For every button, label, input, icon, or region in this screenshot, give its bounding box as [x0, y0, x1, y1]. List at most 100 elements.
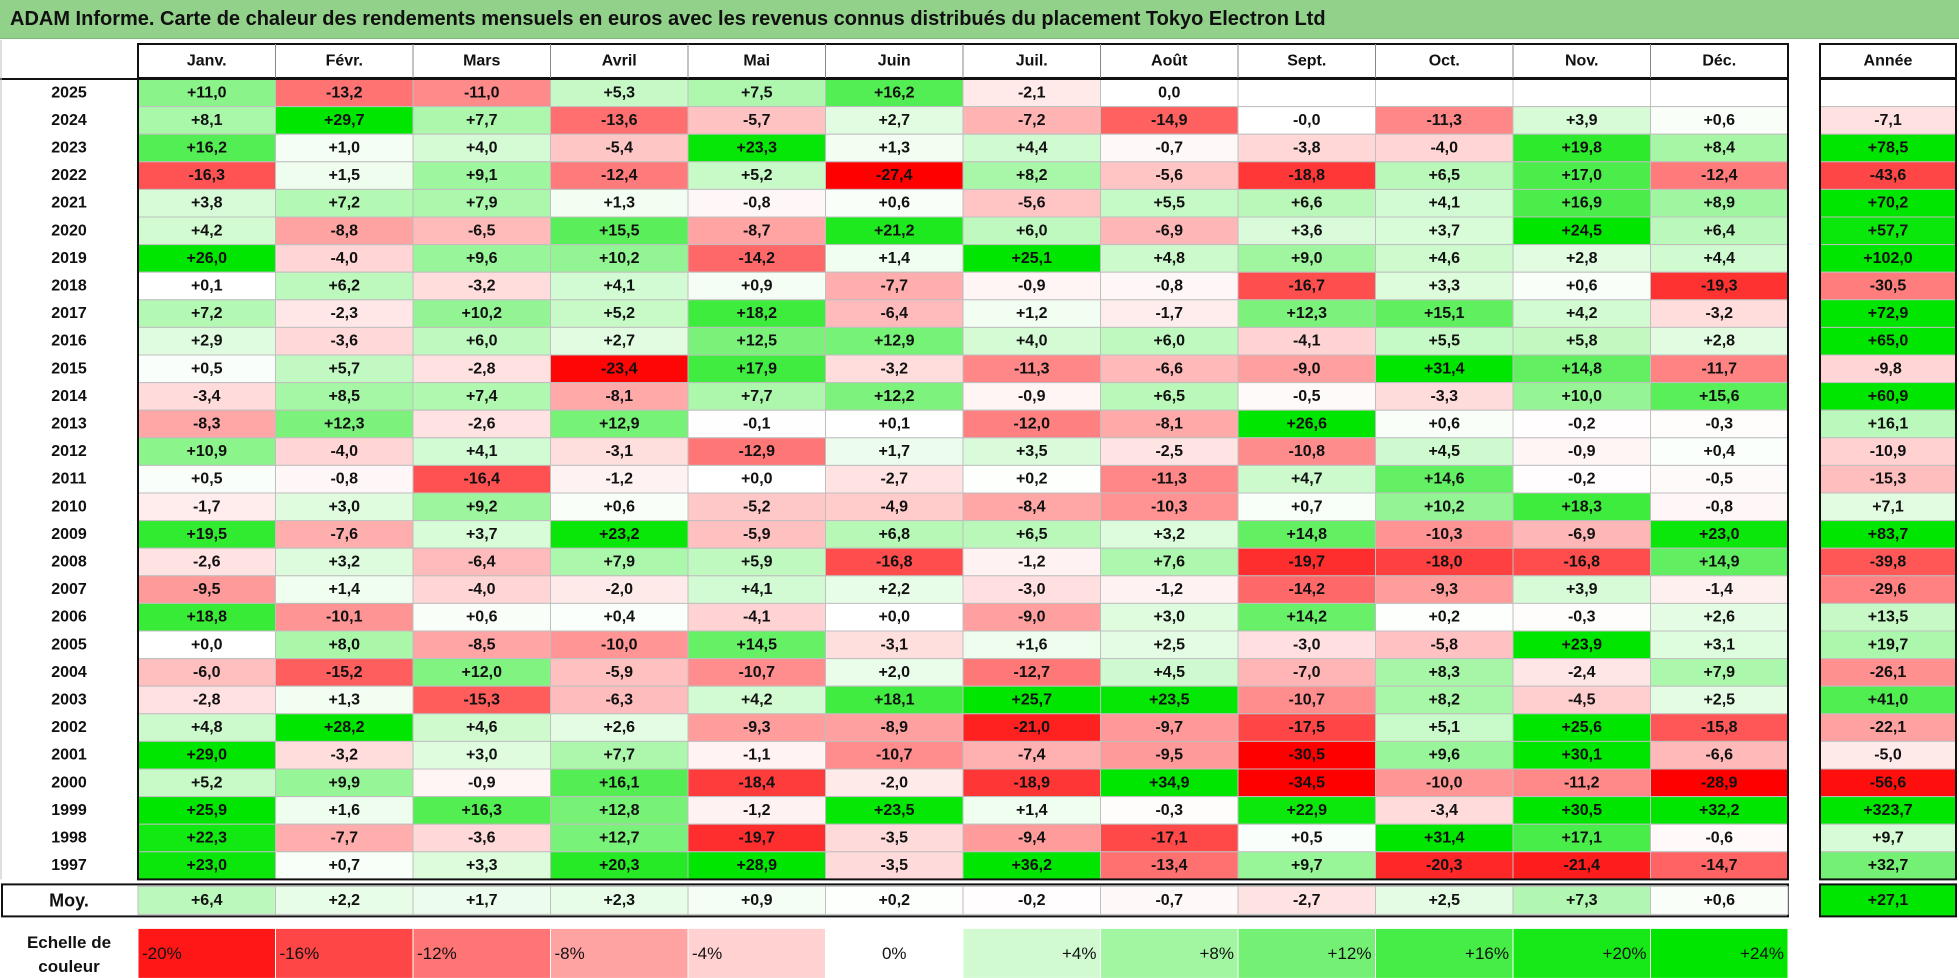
cell-value: +6,2	[328, 278, 360, 295]
cell-value: +1,4	[1016, 802, 1048, 819]
heatmap-cell	[1375, 740, 1514, 770]
heatmap-cell	[412, 133, 551, 163]
annual-value: -39,8	[1870, 554, 1907, 571]
annual-value: -7,1	[1874, 112, 1902, 129]
cell-value: +14,6	[1424, 471, 1465, 488]
heatmap-cell	[1512, 740, 1651, 770]
cell-value: -9,4	[1018, 830, 1046, 847]
cell-value: +6,0	[466, 333, 498, 350]
cell-value: -10,8	[1289, 443, 1326, 460]
year-label: 2004	[51, 664, 87, 681]
cell-value: -12,4	[601, 167, 638, 184]
heatmap-cell	[1237, 851, 1376, 880]
cell-value: +9,9	[328, 774, 360, 791]
cell-value: 0,0	[1158, 84, 1180, 101]
cell-value: +20,3	[599, 857, 640, 874]
cell-value: -4,0	[330, 443, 358, 460]
heatmap-cell	[137, 437, 276, 466]
cell-value: +3,0	[328, 498, 360, 515]
scale-swatch	[137, 927, 276, 978]
year-label: 2005	[51, 636, 87, 653]
grid-border	[137, 78, 1789, 881]
average-cell	[1650, 885, 1789, 915]
heatmap-cell	[275, 354, 414, 384]
average-value: +0,6	[1703, 892, 1735, 909]
heatmap-cell	[1512, 575, 1651, 604]
heatmap-cell	[1650, 685, 1789, 715]
cell-value: +16,3	[462, 802, 503, 819]
heatmap-cell	[137, 740, 276, 770]
annual-cell	[1819, 188, 1957, 218]
heatmap-cell	[1237, 602, 1376, 632]
cell-value: +10,2	[1424, 498, 1465, 515]
heatmap-cell	[550, 575, 689, 604]
heatmap-cell	[412, 271, 551, 301]
heatmap-cell	[550, 299, 689, 328]
heatmap-cell	[1375, 437, 1514, 466]
cell-value: +9,1	[466, 167, 498, 184]
heatmap-cell	[687, 713, 826, 742]
cell-value: +7,9	[1703, 664, 1735, 681]
heatmap-cell	[137, 796, 276, 825]
heatmap-cell	[825, 354, 964, 384]
heatmap-cell	[275, 244, 414, 273]
cell-value: -14,2	[1289, 581, 1326, 598]
month-header: Janv.	[187, 53, 227, 70]
cell-value: +28,2	[324, 719, 365, 736]
cell-value: -3,8	[1293, 140, 1321, 157]
cell-value: -6,4	[880, 305, 908, 322]
cell-value: +0,6	[466, 609, 498, 626]
cell-value: +12,5	[737, 333, 778, 350]
cell-value: +17,0	[1562, 167, 1603, 184]
heatmap-cell	[1650, 244, 1789, 273]
cell-value: +4,2	[741, 692, 773, 709]
heatmap-cell	[962, 492, 1101, 522]
heatmap-cell	[550, 630, 689, 660]
cell-value: -12,7	[1014, 664, 1051, 681]
year-label: 2025	[51, 84, 87, 101]
cell-value: -2,6	[193, 554, 221, 571]
cell-value: -3,6	[468, 830, 496, 847]
cell-value: -2,7	[880, 471, 908, 488]
cell-value: +12,8	[599, 802, 640, 819]
cell-value: -9,5	[193, 581, 221, 598]
average-value: -0,7	[1155, 892, 1183, 909]
annual-value: -30,5	[1870, 278, 1907, 295]
average-value: +2,5	[1428, 892, 1460, 909]
average-cell	[137, 885, 276, 915]
annual-value: +41,0	[1868, 692, 1909, 709]
cell-value: -3,4	[193, 388, 221, 405]
annual-value: +16,1	[1868, 416, 1909, 433]
heatmap-cell	[412, 409, 551, 439]
cell-value: +4,0	[1016, 333, 1048, 350]
cell-value: -19,3	[1701, 278, 1738, 295]
cell-value: +32,2	[1699, 802, 1740, 819]
heatmap-cell	[1512, 382, 1651, 411]
average-cell	[1512, 885, 1651, 915]
heatmap-cell	[550, 602, 689, 632]
heatmap-cell	[550, 823, 689, 853]
cell-value: -0,9	[468, 774, 496, 791]
month-header: Juil.	[1016, 53, 1048, 70]
cell-value: +12,0	[462, 664, 503, 681]
year-label: 2016	[51, 333, 87, 350]
cell-value: +4,8	[1153, 250, 1185, 267]
cell-value: -0,3	[1155, 802, 1183, 819]
cell-value: -9,3	[1430, 581, 1458, 598]
year-label: 1999	[51, 802, 87, 819]
cell-value: +14,2	[1287, 609, 1328, 626]
heatmap-cell	[962, 271, 1101, 301]
average-cell	[962, 885, 1101, 915]
heatmap-cell	[962, 520, 1101, 549]
heatmap-cell	[825, 685, 964, 715]
cell-value: +4,6	[1428, 250, 1460, 267]
heatmap-cell	[1237, 630, 1376, 660]
heatmap-cell	[1375, 326, 1514, 356]
average-value: +6,4	[191, 892, 223, 909]
annual-value: +9,7	[1872, 830, 1904, 847]
annual-value: +72,9	[1868, 305, 1909, 322]
cell-value: +0,6	[878, 195, 910, 212]
heatmap-cell	[687, 575, 826, 604]
heatmap-cell	[962, 299, 1101, 328]
average-cell	[825, 885, 964, 915]
